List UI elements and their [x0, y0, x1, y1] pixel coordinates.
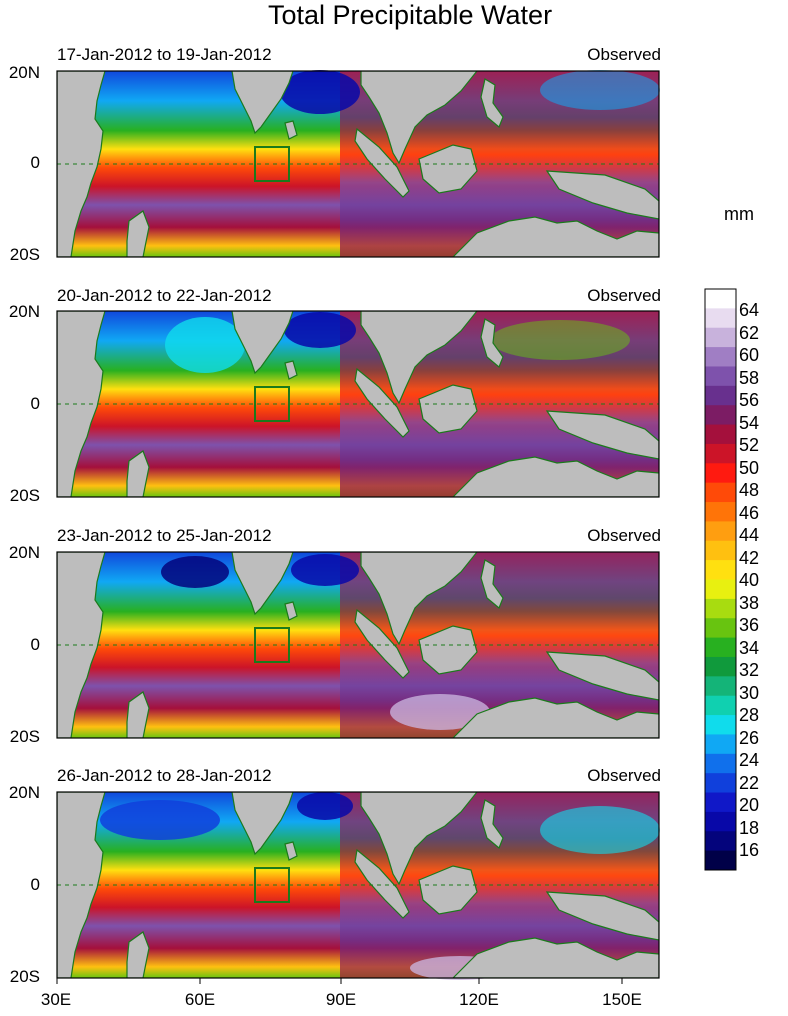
colorbar-swatch [705, 443, 736, 464]
colorbar-swatch [705, 618, 736, 639]
colorbar-tick-label: 20 [739, 795, 760, 815]
lat-label-20n: 20N [8, 783, 40, 802]
colorbar-tick-label: 36 [739, 615, 760, 635]
colorbar-tick-label: 18 [739, 817, 760, 838]
colorbar-tick-label: 46 [739, 502, 760, 523]
colorbar-border [704, 288, 737, 871]
colorbar-tick-label: 50 [739, 457, 760, 478]
map-panel-4 [56, 791, 660, 980]
panel-2-date: 20-Jan-2012 to 22-Jan-2012 [57, 286, 272, 305]
lat-label-0: 0 [30, 153, 40, 172]
colorbar-swatch [705, 831, 736, 852]
colorbar-swatch [705, 850, 736, 871]
colorbar-swatch [705, 327, 736, 348]
colorbar-swatch [705, 811, 736, 832]
colorbar-swatch [705, 656, 736, 677]
panel-3-status: Observed [587, 526, 661, 545]
colorbar-swatch [705, 695, 736, 716]
lat-label-20s: 20S [9, 967, 40, 986]
colorbar-tick-label: 40 [739, 570, 760, 590]
panel-1-date: 17-Jan-2012 to 19-Jan-2012 [57, 45, 272, 64]
colorbar-tick-label: 56 [739, 390, 760, 410]
colorbar-swatch [705, 502, 736, 522]
colorbar [704, 288, 737, 871]
colorbar-swatch [705, 773, 736, 794]
chart-title: Total Precipitable Water [267, 0, 553, 30]
lat-label-0: 0 [30, 635, 40, 654]
lon-label-30e: 30E [40, 990, 72, 1009]
colorbar-tick-label: 30 [739, 682, 760, 703]
colorbar-swatch [705, 540, 736, 561]
colorbar-swatch [705, 560, 736, 580]
colorbar-swatch [705, 424, 736, 445]
lon-ticks [56, 978, 623, 984]
lat-label-0: 0 [30, 875, 40, 894]
colorbar-swatch [705, 734, 736, 755]
lat-label-0: 0 [30, 394, 40, 413]
map-panel-3 [56, 551, 660, 739]
lat-label-20s: 20S [9, 727, 40, 746]
colorbar-swatch [705, 308, 736, 329]
colorbar-tick-label: 44 [739, 525, 760, 545]
colorbar-swatch [705, 482, 736, 503]
lat-label-20n: 20N [8, 543, 40, 562]
colorbar-swatch [705, 463, 736, 484]
panel-1-status: Observed [587, 45, 661, 64]
colorbar-swatch [705, 715, 736, 735]
colorbar-swatch [705, 753, 736, 774]
colorbar-units: mm [724, 204, 754, 224]
colorbar-swatch [705, 521, 736, 542]
colorbar-tick-label: 38 [739, 592, 760, 613]
lat-label-20s: 20S [9, 486, 40, 505]
colorbar-swatch [705, 792, 736, 813]
colorbar-swatch [705, 385, 736, 406]
colorbar-tick-label: 62 [739, 322, 760, 343]
map-panel-2 [56, 310, 660, 498]
colorbar-swatch [705, 405, 736, 426]
colorbar-tick-label: 64 [739, 300, 760, 320]
map-panel-1 [56, 70, 660, 258]
colorbar-swatch [705, 366, 736, 387]
colorbar-tick-label: 34 [739, 637, 760, 658]
colorbar-tick-label: 16 [739, 840, 760, 860]
lat-label-20n: 20N [8, 63, 40, 82]
colorbar-swatch [705, 579, 736, 600]
lat-label-20s: 20S [9, 245, 40, 264]
colorbar-tick-label: 22 [739, 772, 760, 793]
colorbar-swatch [705, 289, 736, 309]
lon-label-60e: 60E [184, 990, 216, 1009]
lat-label-20n: 20N [8, 302, 40, 321]
lon-label-120e: 120E [459, 990, 499, 1009]
colorbar-tick-label: 60 [739, 345, 760, 365]
colorbar-swatch [705, 347, 736, 367]
panel-3-date: 23-Jan-2012 to 25-Jan-2012 [57, 526, 272, 545]
panel-2-status: Observed [587, 286, 661, 305]
colorbar-tick-label: 52 [739, 435, 760, 455]
colorbar-tick-label: 26 [739, 727, 760, 748]
panel-4-date: 26-Jan-2012 to 28-Jan-2012 [57, 766, 272, 785]
panel-4-status: Observed [587, 766, 661, 785]
colorbar-tick-label: 24 [739, 750, 760, 770]
lon-label-150e: 150E [602, 990, 642, 1009]
colorbar-tick-label: 42 [739, 547, 760, 568]
colorbar-tick-label: 48 [739, 480, 760, 500]
colorbar-tick-label: 32 [739, 660, 760, 680]
colorbar-tick-label: 58 [739, 367, 760, 388]
colorbar-swatch [705, 637, 736, 658]
lon-label-90e: 90E [325, 990, 357, 1009]
colorbar-tick-label: 54 [739, 412, 760, 433]
colorbar-tick-label: 28 [739, 705, 760, 725]
colorbar-swatch [705, 676, 736, 697]
colorbar-swatch [705, 598, 736, 619]
